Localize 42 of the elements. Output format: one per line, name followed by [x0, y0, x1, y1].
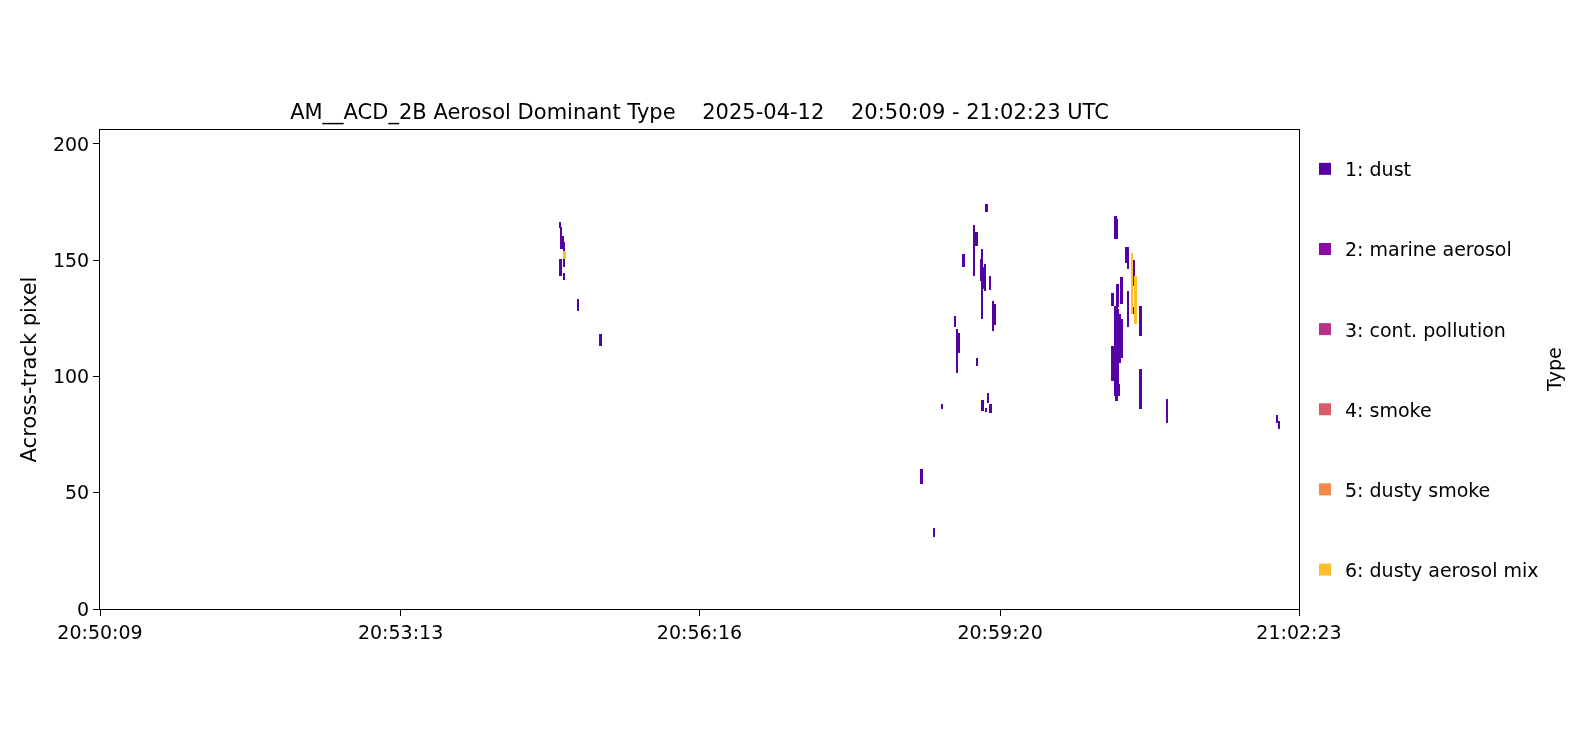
x-tick-label: 21:02:23 — [1256, 620, 1342, 643]
bar — [954, 316, 956, 327]
y-tick-label: 100 — [52, 365, 90, 388]
bar — [976, 358, 978, 366]
bar — [563, 251, 566, 259]
legend-label: 6: dusty aerosol mix — [1345, 558, 1539, 581]
x-tick-label: 20:53:13 — [357, 620, 444, 643]
bar — [920, 469, 923, 484]
bar — [985, 204, 988, 212]
bar — [1127, 291, 1129, 327]
legend-label: 5: dusty smoke — [1345, 478, 1491, 501]
legend-label: 2: marine aerosol — [1345, 238, 1512, 261]
bar — [973, 225, 975, 276]
bar — [989, 276, 991, 290]
y-tick-label: 200 — [52, 132, 90, 155]
legend-title: Type — [1543, 347, 1565, 392]
x-tick-label: 20:59:20 — [957, 620, 1043, 643]
bar — [1120, 277, 1123, 304]
bar — [599, 334, 602, 346]
legend-label: 3: cont. pollution — [1345, 318, 1506, 341]
bar — [941, 404, 943, 409]
bar — [1127, 247, 1129, 269]
y-tick-label: 0 — [77, 597, 90, 620]
y-tick-label: 50 — [65, 481, 90, 504]
bar — [987, 393, 989, 403]
bar — [1166, 399, 1168, 423]
bar — [962, 254, 965, 267]
bar — [1139, 306, 1142, 336]
bar — [956, 329, 958, 373]
legend-label: 1: dust — [1345, 158, 1411, 181]
bar — [933, 528, 935, 537]
chart-title: AM__ACD_2B Aerosol Dominant Type 2025-04-12 20:50:09 - 21:02:23 UTC — [290, 100, 1109, 126]
y-tick-label: 150 — [52, 248, 90, 271]
bar — [989, 404, 992, 413]
y-axis-title: Across-track pixel — [17, 276, 42, 463]
x-tick-label: 20:50:09 — [57, 620, 143, 643]
bar — [981, 400, 984, 411]
bar — [1111, 293, 1114, 306]
bar — [1139, 369, 1142, 409]
legend-label: 4: smoke — [1345, 398, 1432, 421]
bar — [577, 299, 579, 311]
x-tick-label: 20:56:16 — [656, 620, 743, 643]
